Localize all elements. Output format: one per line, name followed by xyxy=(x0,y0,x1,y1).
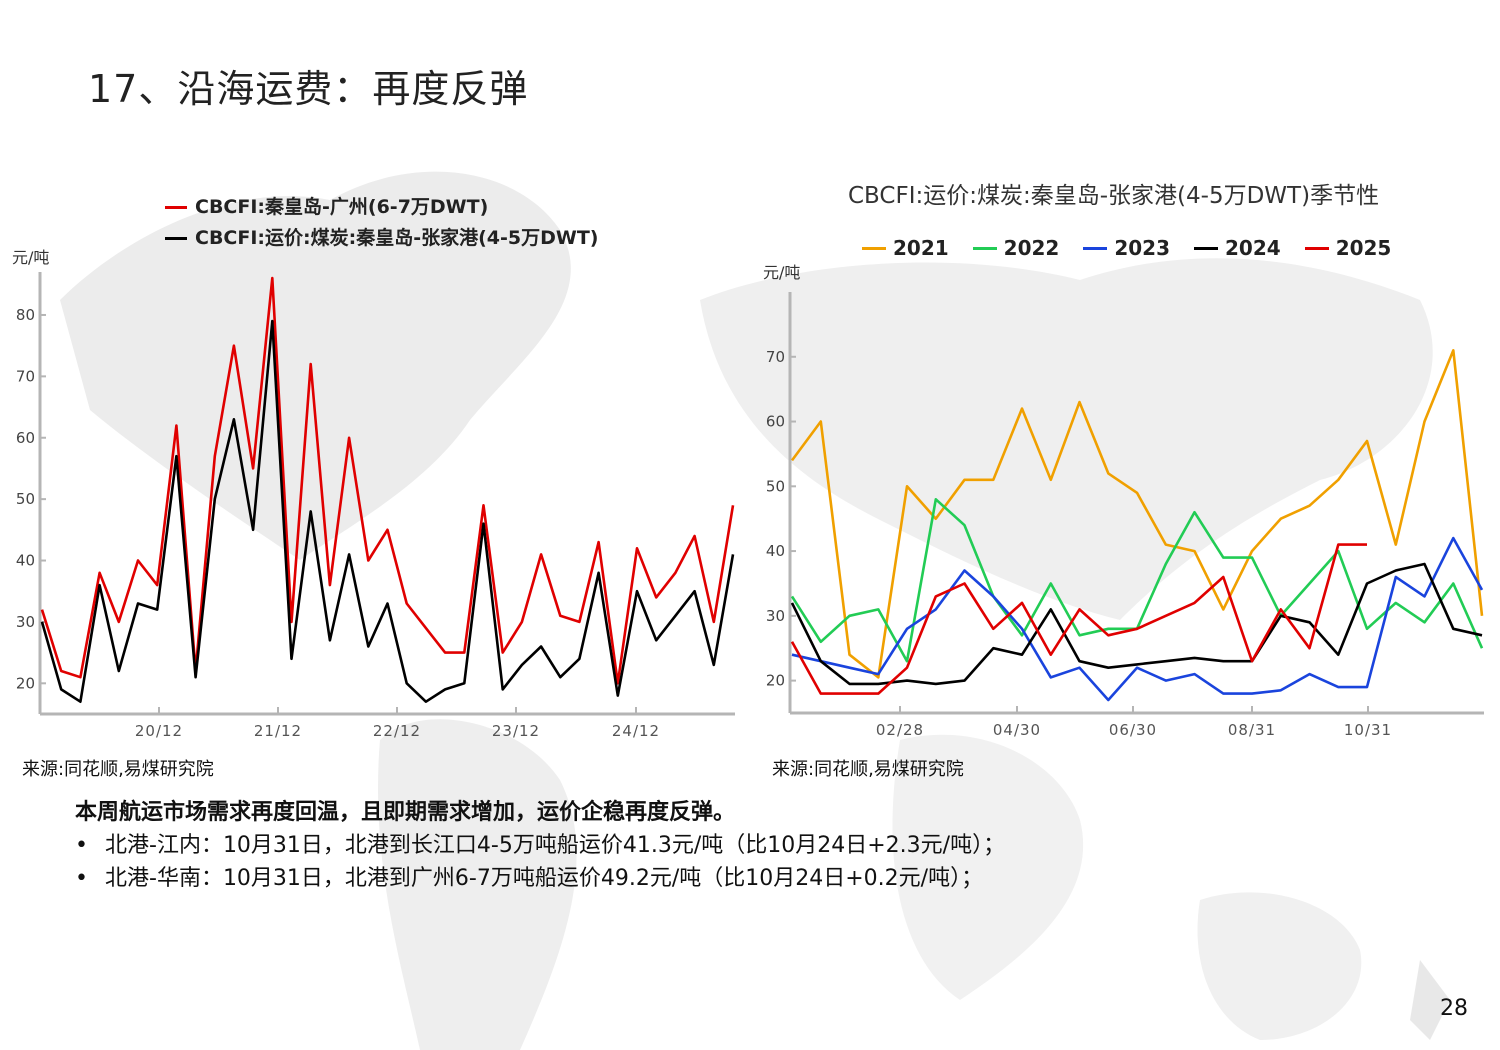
right-y-axis-unit: 元/吨 xyxy=(763,263,801,282)
legend-label: 2023 xyxy=(1114,236,1171,260)
y-tick-label: 50 xyxy=(16,490,35,508)
legend-swatch-black xyxy=(165,237,187,240)
legend-item-2022: 2022 xyxy=(972,236,1060,260)
y-tick-label: 50 xyxy=(766,477,785,495)
page-number: 28 xyxy=(1440,996,1468,1021)
x-tick-label: 22/12 xyxy=(373,722,421,740)
legend-swatch xyxy=(1194,246,1219,250)
x-tick-label: 23/12 xyxy=(492,722,540,740)
y-tick-label: 70 xyxy=(766,348,785,366)
y-tick-label: 30 xyxy=(16,613,35,631)
bullet-icon: • xyxy=(75,833,88,858)
series-line xyxy=(40,319,735,704)
right-chart-title: CBCFI:运价:煤炭:秦皇岛-张家港(4-5万DWT)季节性 xyxy=(848,183,1380,209)
x-tick-label: 08/31 xyxy=(1228,721,1276,739)
legend-item-2021: 2021 xyxy=(862,236,949,260)
series-line xyxy=(790,348,1484,679)
legend-item-guangzhou: CBCFI:秦皇岛-广州(6-7万DWT) xyxy=(165,192,598,223)
series-line xyxy=(40,276,735,685)
legend-label: 2022 xyxy=(1003,236,1060,260)
y-tick-label: 40 xyxy=(16,552,35,570)
series-line xyxy=(790,497,1484,663)
y-tick-label: 70 xyxy=(16,367,35,385)
legend-item-2025: 2025 xyxy=(1304,236,1392,260)
legend-swatch xyxy=(862,246,886,250)
page-title: 17、沿海运费：再度反弹 xyxy=(88,67,529,111)
x-tick-label: 10/31 xyxy=(1344,721,1392,739)
left-y-axis-unit: 元/吨 xyxy=(12,248,50,267)
left-chart-source: 来源:同花顺,易煤研究院 xyxy=(22,759,214,780)
summary-headline: 本周航运市场需求再度回温，且即期需求增加，运价企稳再度反弹。 xyxy=(75,800,736,825)
summary-bullet-huanan: • 北港-华南：10月31日，北港到广州6-7万吨船运价49.2元/吨（比10月… xyxy=(75,862,1005,895)
x-tick-label: 02/28 xyxy=(876,721,924,739)
legend-label: 2024 xyxy=(1225,236,1281,260)
x-tick-label: 04/30 xyxy=(993,721,1041,739)
legend-label: 2021 xyxy=(893,236,949,260)
x-tick-label: 21/12 xyxy=(254,722,302,740)
bullet-text: 北港-江内：10月31日，北港到长江口4-5万吨船运价41.3元/吨（比10月2… xyxy=(105,833,1006,858)
x-tick-label: 06/30 xyxy=(1109,721,1157,739)
right-chart-legend: 2021 2022 2023 2024 2025 xyxy=(862,236,1391,260)
legend-item-2023: 2023 xyxy=(1083,236,1170,260)
series-line xyxy=(791,536,1484,702)
y-tick-label: 60 xyxy=(766,413,785,431)
legend-swatch xyxy=(972,246,997,250)
right-chart-source: 来源:同花顺,易煤研究院 xyxy=(772,759,964,780)
legend-label: CBCFI:秦皇岛-广州(6-7万DWT) xyxy=(195,196,489,218)
y-tick-label: 20 xyxy=(766,672,785,690)
legend-swatch xyxy=(1304,246,1329,250)
y-tick-label: 60 xyxy=(16,429,35,447)
legend-swatch-red xyxy=(165,206,187,209)
bullet-text: 北港-华南：10月31日，北港到广州6-7万吨船运价49.2元/吨（比10月24… xyxy=(105,866,984,891)
legend-label: 2025 xyxy=(1335,236,1392,260)
series-line xyxy=(790,562,1483,686)
y-tick-label: 40 xyxy=(766,542,785,560)
legend-label: CBCFI:运价:煤炭:秦皇岛-张家港(4-5万DWT) xyxy=(195,227,599,249)
y-tick-label: 20 xyxy=(16,674,35,692)
summary-bullet-jiangnei: • 北港-江内：10月31日，北港到长江口4-5万吨船运价41.3元/吨（比10… xyxy=(75,829,1005,862)
x-tick-label: 24/12 xyxy=(612,722,660,740)
bullet-icon: • xyxy=(75,866,88,891)
legend-item-2024: 2024 xyxy=(1194,236,1281,260)
y-tick-label: 30 xyxy=(766,607,785,625)
legend-swatch xyxy=(1083,246,1108,250)
legend-item-zhangjiagang: CBCFI:运价:煤炭:秦皇岛-张家港(4-5万DWT) xyxy=(165,223,598,254)
series-line xyxy=(790,543,1367,695)
summary-text: 本周航运市场需求再度回温，且即期需求增加，运价企稳再度反弹。 • 北港-江内：1… xyxy=(75,796,1005,895)
y-tick-label: 80 xyxy=(16,306,35,324)
right-seasonal-line-chart: 20 30 40 50 60 70 02/28 04/30 06/30 08/31 10/31 xyxy=(766,292,1484,739)
x-tick-label: 20/12 xyxy=(135,722,183,740)
left-line-chart: 20 30 40 50 60 70 80 20/12 21/12 22/12 23/12 24/12 xyxy=(16,272,735,740)
left-chart-legend: CBCFI:秦皇岛-广州(6-7万DWT) CBCFI:运价:煤炭:秦皇岛-张家… xyxy=(165,192,598,254)
